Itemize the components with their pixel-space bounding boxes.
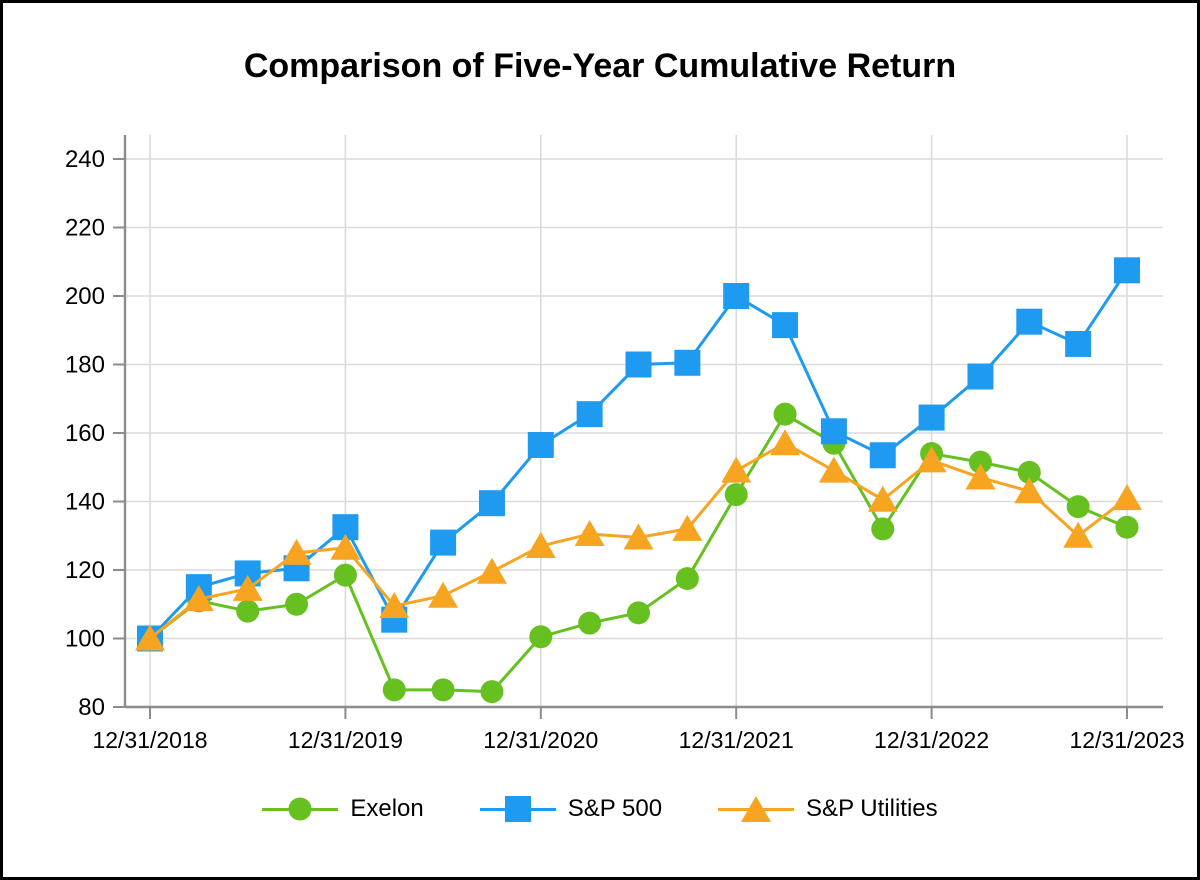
circle-marker (480, 680, 504, 704)
triangle-marker (818, 456, 849, 483)
triangle-marker (379, 591, 410, 618)
triangle-marker (183, 585, 214, 612)
circle-marker (675, 567, 699, 591)
triangle-marker (1063, 521, 1094, 548)
square-marker (723, 283, 750, 309)
triangle-marker (916, 446, 947, 473)
x-tick-label: 12/31/2020 (483, 727, 598, 753)
legend-item-sputilities: S&P Utilities (718, 794, 938, 824)
exelon-circle-marker-icon (262, 794, 339, 824)
y-tick-label: 200 (65, 283, 105, 310)
series-s-p-utilities (135, 429, 1142, 651)
sp500-square-marker-icon (479, 794, 556, 824)
square-marker (820, 418, 847, 445)
triangle-marker (965, 463, 996, 490)
circle-marker (236, 599, 260, 623)
circle-marker (578, 611, 602, 635)
y-tick-label: 220 (65, 215, 105, 242)
circle-marker (1115, 515, 1139, 539)
circle-marker (382, 678, 406, 702)
legend-label-sputilities: S&P Utilities (806, 795, 938, 822)
x-tick-label: 12/31/2018 (92, 727, 207, 753)
square-marker (1114, 257, 1140, 284)
circle-marker (333, 563, 357, 587)
legend: Exelon S&P 500 S&P Utilities (3, 791, 1197, 827)
triangle-marker (770, 429, 801, 456)
legend-item-exelon: Exelon (262, 794, 424, 824)
circle-marker (871, 517, 895, 541)
triangle-marker (428, 581, 459, 608)
triangle-marker (721, 456, 752, 483)
y-tick-label: 80 (78, 694, 105, 721)
triangle-marker (476, 557, 507, 584)
axis-labels: 80 100 120 140 160 180 200 220 240 12/31/2018 12/3… (65, 146, 1185, 753)
circle-marker (773, 402, 797, 426)
series-s-p-500 (137, 257, 1140, 652)
square-marker (918, 404, 945, 431)
square-marker (869, 442, 896, 469)
y-tick-label: 240 (65, 146, 105, 173)
square-marker (527, 431, 554, 458)
x-tick-label: 12/31/2021 (679, 727, 794, 753)
circle-marker (431, 678, 455, 702)
triangle-marker (623, 523, 654, 550)
circle-marker (285, 592, 309, 616)
square-marker (430, 529, 457, 556)
triangle-marker (232, 574, 263, 601)
y-tick-label: 180 (65, 352, 105, 379)
triangle-marker (1014, 477, 1045, 504)
x-tick-label: 12/31/2022 (874, 727, 989, 753)
circle-marker (724, 483, 748, 507)
triangle-marker (672, 514, 703, 541)
square-marker (967, 363, 994, 390)
axes (113, 135, 1163, 719)
circle-marker (1017, 460, 1041, 484)
legend-label-sp500: S&P 500 (567, 795, 663, 822)
x-tick-label: 12/31/2019 (288, 727, 403, 753)
triangle-marker (1112, 484, 1142, 511)
square-marker (772, 312, 799, 339)
y-tick-label: 140 (65, 489, 105, 516)
square-marker (625, 351, 652, 378)
triangle-marker (867, 485, 898, 512)
circle-marker (627, 601, 650, 625)
circle-marker (1066, 495, 1090, 519)
triangle-marker (574, 520, 605, 547)
legend-label-exelon: Exelon (350, 795, 424, 822)
triangle-marker (525, 532, 556, 559)
square-marker (1016, 308, 1043, 335)
x-tick-label: 12/31/2023 (1069, 727, 1184, 753)
y-tick-label: 120 (65, 557, 105, 584)
triangle-marker (330, 533, 361, 560)
y-tick-label: 160 (65, 420, 105, 447)
circle-marker (529, 625, 553, 649)
triangle-marker (281, 538, 312, 565)
square-marker (576, 401, 603, 428)
triangle-marker (135, 624, 165, 651)
legend-item-sp500: S&P 500 (479, 794, 663, 824)
square-marker (1065, 330, 1092, 357)
y-tick-label: 100 (65, 626, 105, 653)
plot-area: 80 100 120 140 160 180 200 220 240 12/31/2018 12/3… (65, 135, 1185, 753)
sputilities-triangle-marker-icon (718, 794, 795, 824)
square-marker (674, 349, 701, 376)
circle-marker (968, 450, 992, 474)
square-marker (478, 490, 505, 517)
chart-title: Comparison of Five-Year Cumulative Retur… (243, 47, 957, 85)
